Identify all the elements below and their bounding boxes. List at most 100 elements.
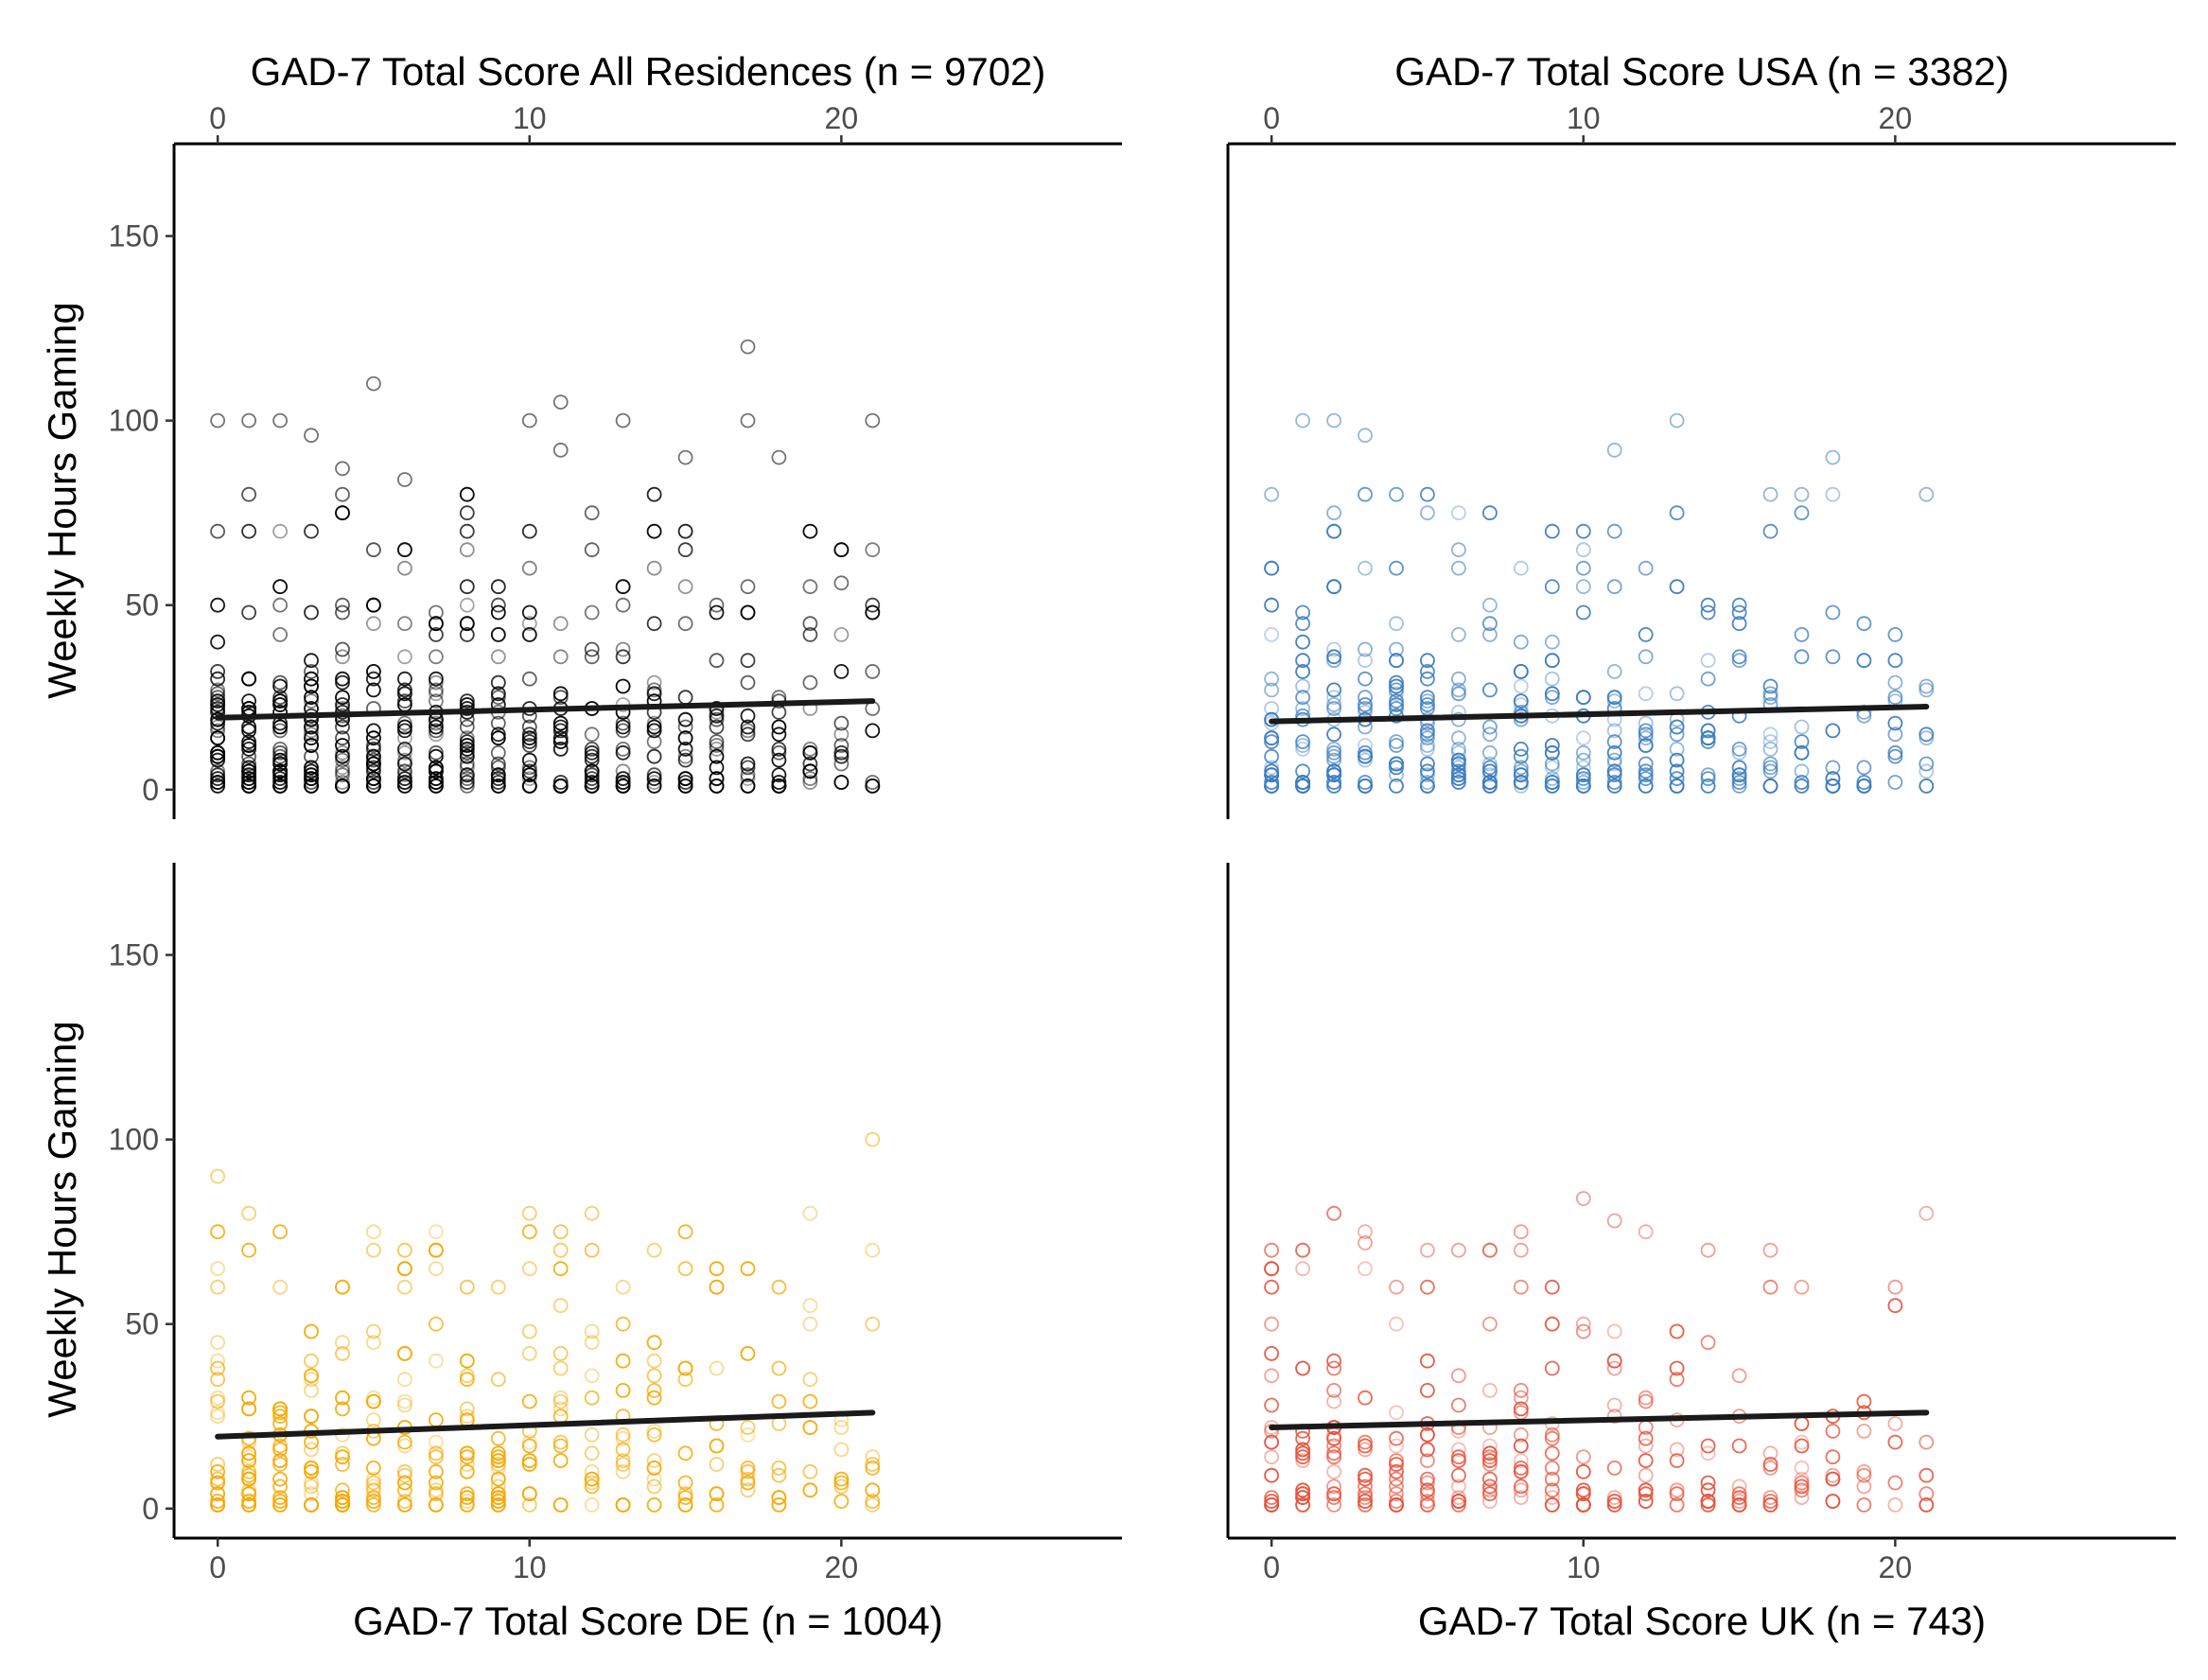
- data-point: [552, 1497, 569, 1513]
- data-point: [1700, 653, 1716, 669]
- data-point: [428, 1497, 444, 1513]
- data-point: [1919, 726, 1935, 743]
- x-tick-label: 10: [1567, 1550, 1601, 1584]
- data-point: [833, 715, 850, 731]
- data-point: [1638, 1494, 1654, 1509]
- data-point: [521, 763, 537, 779]
- data-point: [1358, 752, 1373, 768]
- data-point: [1606, 1494, 1622, 1509]
- data-point: [304, 763, 319, 779]
- y-tick-label: 50: [125, 1307, 159, 1341]
- data-point: [304, 653, 319, 669]
- data-point: [1731, 771, 1747, 786]
- data-point: [833, 756, 850, 772]
- data-point: [1606, 693, 1622, 709]
- data-point: [1919, 486, 1935, 502]
- data-point: [396, 686, 412, 702]
- data-point: [428, 763, 444, 779]
- data-point: [615, 1426, 631, 1443]
- data-point: [304, 428, 319, 444]
- data-point: [771, 775, 787, 790]
- panel-1: 0 50 100 150 0 10 20 GAD-7 Total Score All Resi…: [40, 49, 1122, 819]
- data-point: [615, 1279, 631, 1295]
- data-point: [584, 1426, 600, 1443]
- data-point: [1606, 767, 1622, 783]
- data-point: [241, 693, 257, 709]
- data-point: [335, 744, 350, 761]
- data-point: [1326, 1497, 1341, 1513]
- data-point: [802, 1420, 818, 1435]
- data-point: [1856, 779, 1872, 794]
- data-point: [1451, 542, 1466, 558]
- data-point: [615, 775, 631, 790]
- data-point: [396, 723, 412, 739]
- data-point: [584, 767, 600, 783]
- data-point: [552, 1390, 569, 1406]
- data-point: [1762, 763, 1779, 779]
- data-point: [304, 771, 319, 786]
- data-point: [1389, 560, 1404, 576]
- data-point: [1606, 1409, 1622, 1425]
- data-point: [1887, 775, 1903, 790]
- data-point: [1420, 756, 1435, 772]
- data-point: [396, 1397, 412, 1413]
- data-point: [1919, 756, 1935, 772]
- data-point: [1669, 579, 1685, 595]
- data-point: [646, 1383, 662, 1398]
- data-point: [865, 1242, 881, 1258]
- data-point: [1887, 1416, 1903, 1431]
- data-point: [552, 742, 569, 757]
- data-point: [1762, 1490, 1779, 1505]
- data-point: [1638, 726, 1654, 743]
- data-point: [1326, 748, 1341, 764]
- data-point: [1887, 1279, 1903, 1295]
- data-point: [428, 1242, 444, 1258]
- data-point: [646, 1368, 662, 1384]
- data-point: [521, 719, 537, 735]
- data-point: [1513, 1463, 1529, 1479]
- data-point: [552, 1242, 569, 1258]
- data-point: [1669, 771, 1685, 786]
- data-point: [210, 730, 226, 746]
- data-point: [428, 726, 444, 743]
- data-point: [304, 1461, 319, 1476]
- data-point: [210, 748, 226, 764]
- data-point: [1606, 744, 1622, 761]
- data-point: [272, 678, 289, 694]
- data-point: [396, 1434, 412, 1450]
- x-tick-label: 10: [513, 1550, 547, 1584]
- data-point: [646, 1353, 662, 1369]
- data-point: [1326, 1383, 1341, 1398]
- data-point: [1638, 1453, 1654, 1468]
- data-point: [1794, 1490, 1810, 1505]
- data-point: [365, 664, 381, 679]
- data-point: [1762, 734, 1779, 749]
- data-point: [1389, 1494, 1404, 1509]
- data-point: [1794, 649, 1810, 665]
- data-point: [396, 1497, 412, 1513]
- data-point: [1794, 1482, 1810, 1498]
- data-point: [241, 1453, 257, 1468]
- data-point: [1358, 1224, 1373, 1240]
- data-point: [428, 686, 444, 702]
- data-point: [428, 744, 444, 761]
- data-point: [1264, 763, 1279, 779]
- data-point: [1606, 723, 1622, 739]
- y-tick-label: 50: [125, 588, 159, 622]
- data-point: [677, 1475, 693, 1491]
- data-point: [1606, 1397, 1622, 1413]
- data-point: [304, 775, 319, 790]
- data-point: [1451, 1479, 1466, 1495]
- data-point: [1513, 767, 1529, 783]
- data-point: [1295, 775, 1310, 790]
- data-point: [304, 523, 319, 539]
- data-point: [335, 604, 350, 621]
- data-point: [1295, 775, 1310, 790]
- data-point: [740, 723, 756, 739]
- data-point: [1513, 760, 1529, 776]
- data-point: [584, 649, 600, 665]
- data-point: [335, 674, 350, 691]
- data-point: [1544, 1471, 1560, 1487]
- data-point: [1638, 723, 1654, 739]
- data-point: [1638, 767, 1654, 783]
